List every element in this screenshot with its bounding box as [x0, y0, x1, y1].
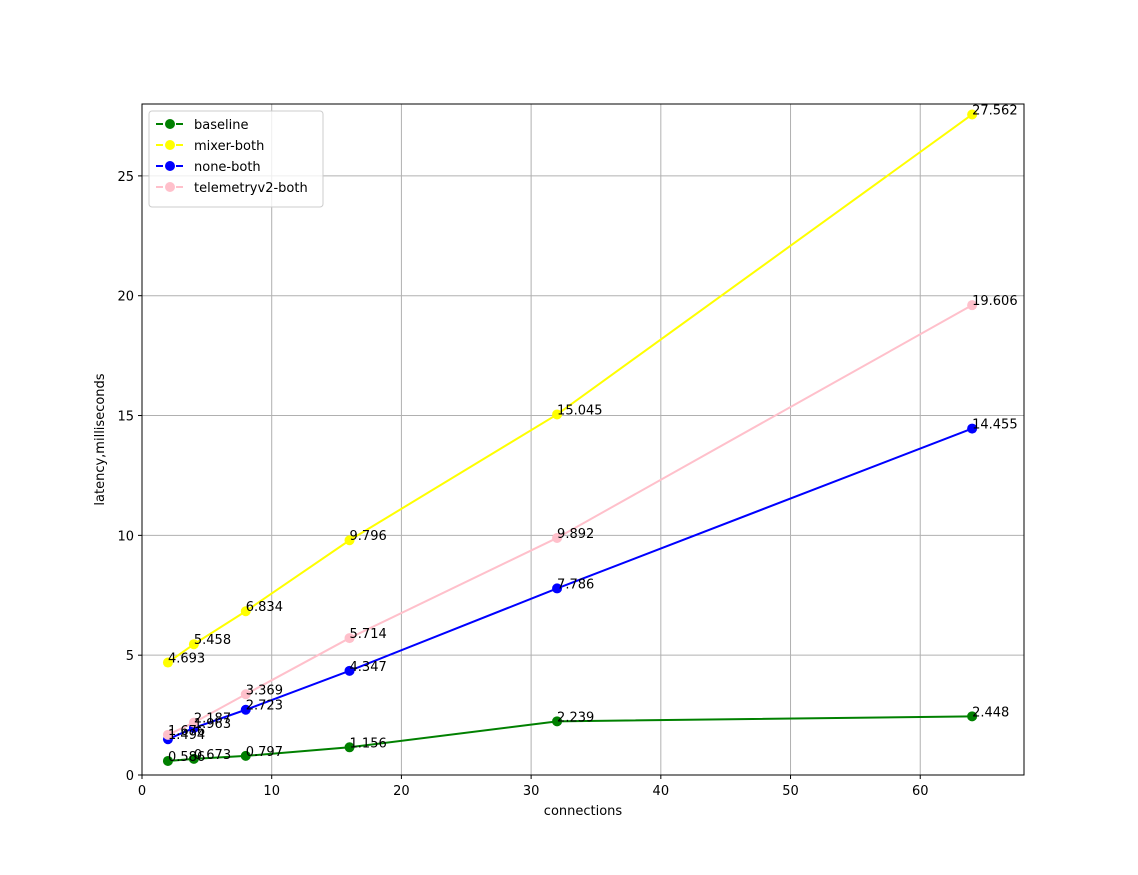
series-group [162, 109, 978, 766]
x-tick-label: 0 [138, 784, 146, 799]
data-point-mixer-both [344, 535, 355, 546]
data-label-baseline: 1.156 [350, 736, 387, 751]
data-point-telemetryv2-both [552, 532, 563, 543]
y-tick-label: 10 [117, 529, 134, 544]
axis-ticks: 0 10 20 30 40 50 60 0 5 10 15 20 25 [117, 170, 928, 799]
data-point-telemetryv2-both [188, 717, 199, 728]
y-tick-label: 20 [117, 290, 134, 305]
data-label-telemetryv2-both: 9.892 [557, 527, 594, 542]
x-tick-label: 40 [653, 784, 670, 799]
data-point-none-both [967, 423, 978, 434]
legend-swatch-marker [165, 119, 175, 129]
y-axis-label: latency,milliseconds [93, 373, 108, 505]
data-label-baseline: 0.586 [168, 750, 205, 765]
legend-swatch-marker [165, 182, 175, 192]
data-point-baseline [967, 711, 978, 722]
series-line-telemetryv2-both [167, 304, 973, 736]
data-label-none-both: 14.455 [972, 418, 1018, 433]
data-label-mixer-both: 27.562 [972, 103, 1018, 118]
legend-box [148, 110, 324, 208]
data-point-mixer-both [188, 639, 199, 650]
data-label-none-both: 7.786 [557, 577, 594, 592]
data-point-baseline [162, 755, 173, 766]
x-tick-label: 30 [523, 784, 540, 799]
data-point-baseline [552, 716, 563, 727]
data-point-mixer-both [240, 606, 251, 617]
y-tick-label: 25 [117, 170, 134, 185]
x-tick-label: 60 [912, 784, 929, 799]
data-label-mixer-both: 9.796 [350, 529, 387, 544]
data-label-telemetryv2-both: 19.606 [972, 294, 1018, 309]
plot-frame [141, 103, 1025, 776]
data-label-none-both: 4.347 [350, 660, 387, 675]
y-tick-label: 5 [126, 649, 134, 664]
x-tick-label: 20 [393, 784, 410, 799]
x-tick-label: 10 [263, 784, 280, 799]
data-point-telemetryv2-both [162, 729, 173, 740]
data-label-telemetryv2-both: 3.369 [246, 683, 283, 698]
data-label-telemetryv2-both: 2.187 [194, 712, 231, 727]
data-label-baseline: 0.797 [246, 745, 283, 760]
legend: baseline mixer-both none-both telemetryv2-b… [148, 110, 324, 208]
legend-label: baseline [194, 118, 248, 133]
data-label-baseline: 2.448 [972, 705, 1009, 720]
data-point-none-both [552, 583, 563, 594]
data-point-mixer-both [967, 109, 978, 120]
y-tick-label: 0 [126, 769, 134, 784]
data-label-none-both: 1.494 [168, 728, 205, 743]
legend-swatch-marker [165, 161, 175, 171]
data-point-none-both [240, 704, 251, 715]
data-point-mixer-both [162, 657, 173, 668]
series-line-mixer-both [167, 113, 973, 664]
legend-label: mixer-both [194, 139, 264, 154]
data-label-mixer-both: 6.834 [246, 600, 283, 615]
grid-lines [141, 104, 1024, 776]
data-label-none-both: 2.723 [246, 699, 283, 714]
data-point-none-both [344, 665, 355, 676]
x-tick-label: 50 [782, 784, 799, 799]
data-point-telemetryv2-both [240, 689, 251, 700]
legend-label: none-both [194, 160, 261, 175]
data-label-telemetryv2-both: 5.714 [350, 627, 387, 642]
legend-swatch-marker [165, 140, 175, 150]
data-label-baseline: 0.673 [194, 748, 231, 763]
data-label-mixer-both: 4.693 [168, 652, 205, 667]
data-label-baseline: 2.239 [557, 710, 594, 725]
data-label-none-both: 1.963 [194, 717, 231, 732]
data-label-mixer-both: 5.458 [194, 633, 231, 648]
data-point-baseline [344, 742, 355, 753]
x-axis-label: connections [544, 804, 623, 819]
data-point-telemetryv2-both [967, 300, 978, 311]
data-point-telemetryv2-both [344, 633, 355, 644]
data-label-mixer-both: 15.045 [557, 403, 603, 418]
data-point-baseline [240, 750, 251, 761]
legend-label: telemetryv2-both [194, 181, 308, 196]
data-point-mixer-both [552, 409, 563, 420]
data-point-baseline [188, 753, 199, 764]
data-label-telemetryv2-both: 1.676 [168, 724, 205, 739]
y-tick-label: 15 [117, 410, 134, 425]
